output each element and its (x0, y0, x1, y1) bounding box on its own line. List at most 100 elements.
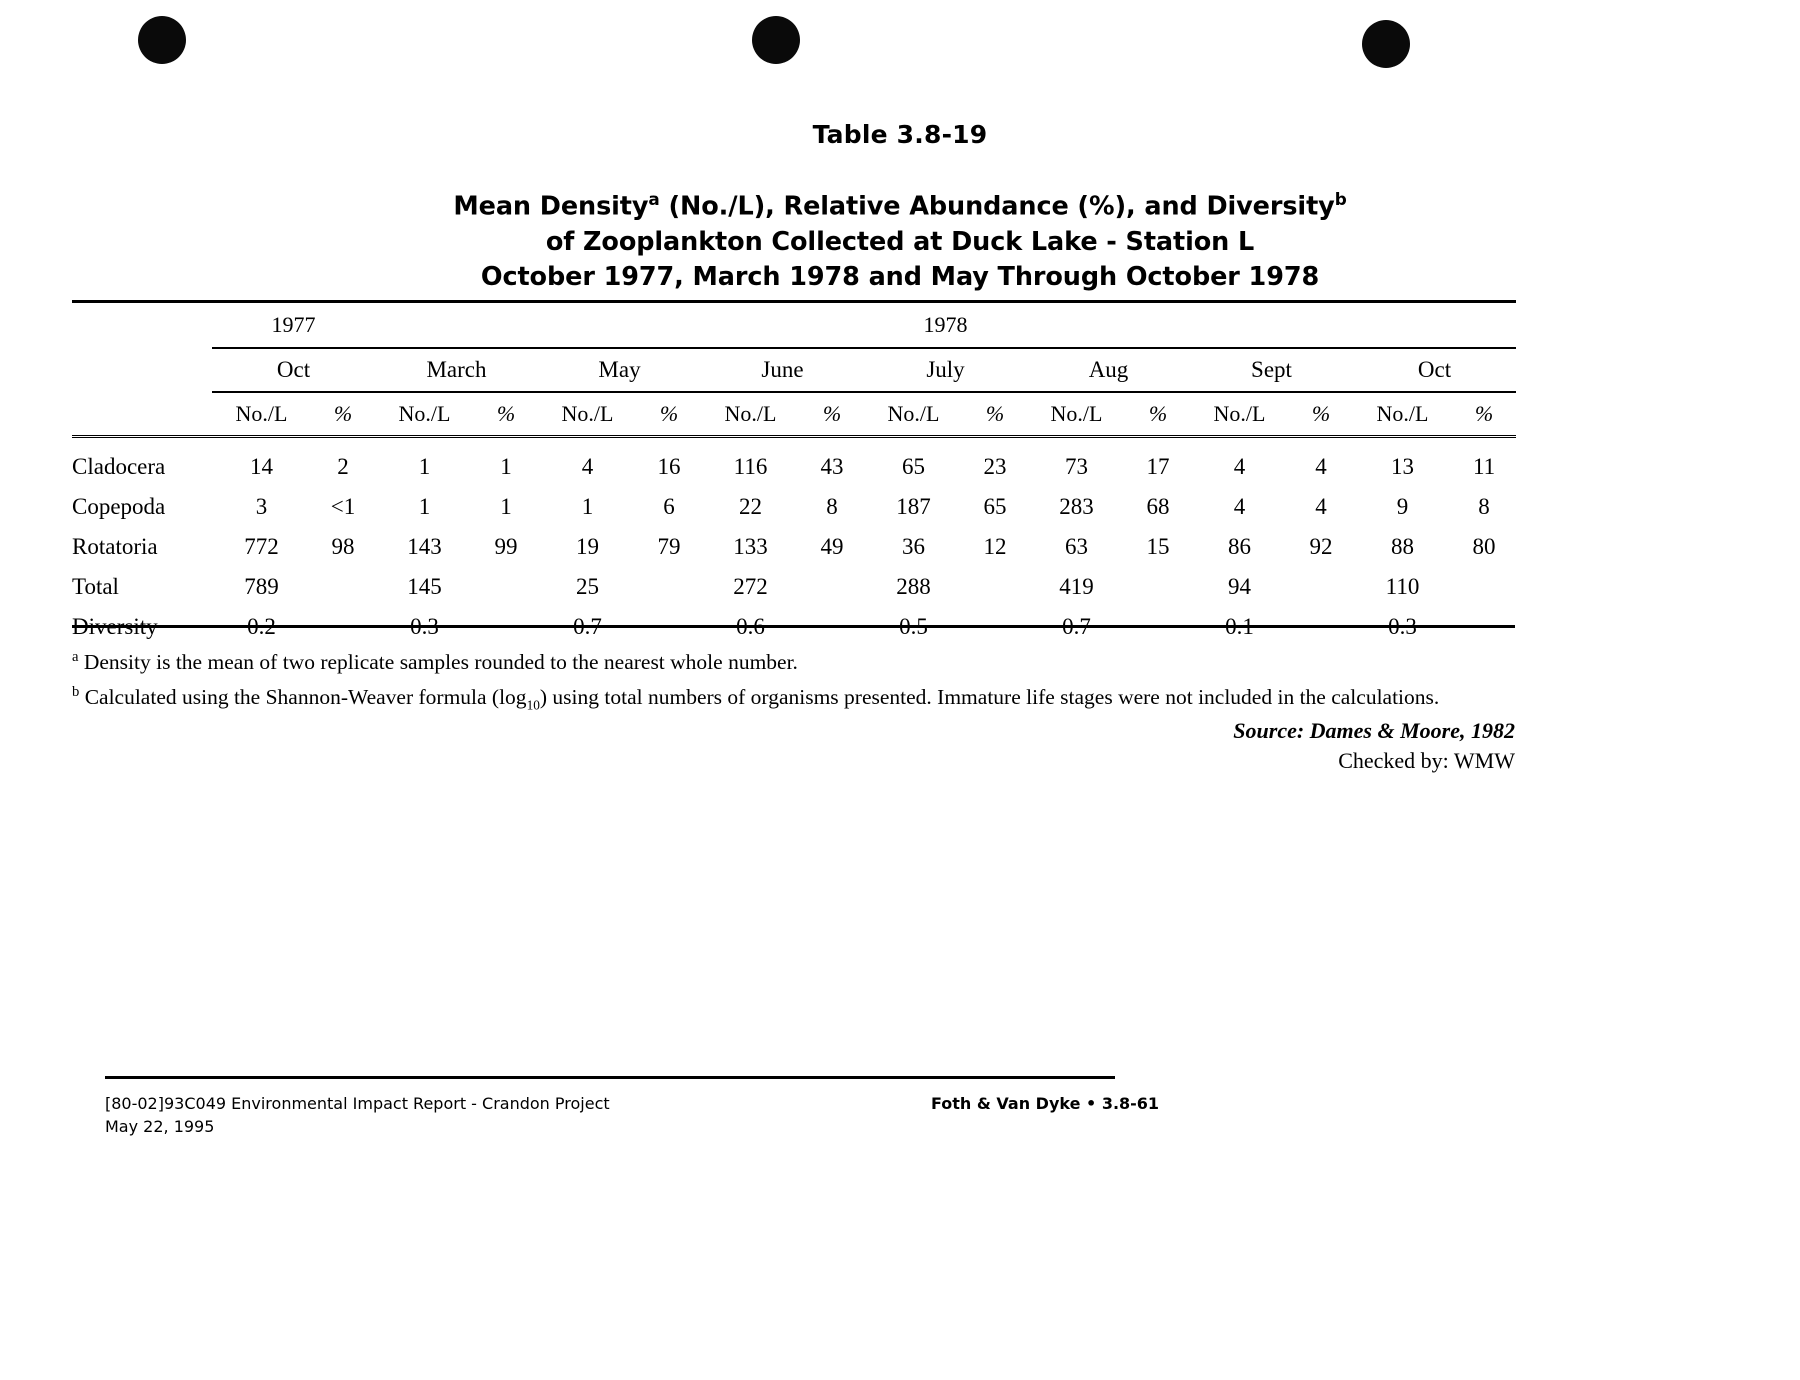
title-line-1-post: (No./L), Relative Abundance (%), and Div… (659, 191, 1335, 222)
cell-copepoda-sept-percent: 4 (1315, 494, 1327, 519)
cell-rotatoria-aug-percent: 15 (1146, 534, 1170, 559)
cell-cladocera-may-density: 4 (581, 454, 594, 479)
checked-by-line: Checked by: WMW (1338, 748, 1515, 773)
footnote-b-subscript: 10 (526, 697, 540, 713)
unit-header-density-sept: No./L (1190, 392, 1289, 438)
unit-header-density-july: No./L (864, 392, 963, 438)
table-body: Cladocera 14 2 1 1 4 16 116 43 65 23 73 17 4 4 13 11 Cope… (72, 437, 1516, 648)
title-line-1: Mean Densitya (No./L), Relative Abundanc… (0, 182, 1800, 225)
footnote-a: a Density is the mean of two replicate s… (72, 642, 1532, 677)
punch-hole-left (138, 16, 186, 64)
year-header-1978: 1978 (375, 300, 1517, 349)
footnote-marker-a: a (648, 189, 660, 209)
cell-cladocera-oct-density: 14 (250, 454, 273, 479)
footer-report-id: [80-02]93C049 Environmental Impact Repor… (105, 1094, 610, 1113)
cell-rotatoria-oct-density: 88 (1391, 534, 1414, 559)
cell-rotatoria-march-density: 143 (407, 534, 442, 559)
cell-copepoda-march-density: 1 (418, 494, 431, 519)
cell-total-may-density: 25 (576, 574, 599, 599)
month-header-oct: Oct (1353, 348, 1517, 393)
footnote-b-marker: b (72, 684, 80, 701)
cell-copepoda-oct-density: 9 (1396, 494, 1409, 519)
row-label-rotatoria: Rotatoria (72, 534, 158, 559)
footnote-b-text-post: ) using total numbers of organisms prese… (539, 685, 1440, 710)
month-header-may: May (538, 348, 701, 393)
table-spacer-cell (72, 437, 1516, 448)
cell-cladocera-oct-percent: 11 (1472, 454, 1496, 479)
month-header-march: March (375, 348, 538, 393)
cell-total-may-percent (637, 567, 701, 607)
cell-cladocera-sept-percent: 4 (1315, 454, 1327, 479)
cell-cladocera-march-percent: 1 (500, 454, 512, 479)
data-table-container: 1977 1978 Oct March May June July Aug Sept Oct N… (72, 300, 1517, 648)
header-row-months: Oct March May June July Aug Sept Oct (72, 348, 1517, 393)
year-header-1977: 1977 (212, 300, 375, 349)
table-row: Cladocera 14 2 1 1 4 16 116 43 65 23 73 17 4 4 13 11 (72, 447, 1516, 487)
cell-total-oct-percent (1452, 567, 1516, 607)
unit-header-percent-oct: % (311, 392, 375, 438)
cell-copepoda-march-percent: 1 (500, 494, 512, 519)
footnote-a-marker: a (72, 649, 79, 665)
footer-page-number: Foth & Van Dyke • 3.8-61 (931, 1094, 1160, 1113)
unit-header-density-oct: No./L (1353, 392, 1452, 438)
cell-cladocera-june-percent: 43 (820, 454, 844, 479)
header-row-units: No./L% No./L% No./L% No./L% No./L% No./L% No./… (72, 392, 1517, 438)
cell-copepoda-oct-density: 3 (255, 494, 268, 519)
cell-rotatoria-june-density: 133 (733, 534, 768, 559)
cell-total-june-percent (800, 567, 864, 607)
footer-date: May 22, 1995 (105, 1117, 215, 1136)
unit-header-density-march: No./L (375, 392, 474, 438)
cell-rotatoria-oct-density: 772 (244, 534, 279, 559)
zooplankton-data-table: 1977 1978 Oct March May June July Aug Sept Oct N… (72, 300, 1517, 648)
cell-cladocera-aug-density: 73 (1065, 454, 1088, 479)
cell-total-july-density: 288 (896, 574, 931, 599)
year-row-corner (72, 300, 212, 348)
month-header-oct: Oct (212, 348, 375, 393)
punch-hole-center (752, 16, 800, 64)
cell-total-july-percent (963, 567, 1027, 607)
footnotes: a Density is the mean of two replicate s… (72, 642, 1532, 721)
cell-rotatoria-oct-percent: 98 (331, 534, 355, 559)
cell-copepoda-july-density: 187 (896, 494, 931, 519)
cell-copepoda-july-percent: 65 (983, 494, 1007, 519)
cell-total-oct-density: 789 (244, 574, 279, 599)
cell-total-march-percent (474, 567, 538, 607)
month-header-aug: Aug (1027, 348, 1190, 393)
cell-total-june-density: 272 (733, 574, 768, 599)
table-row: Copepoda 3 <1 1 1 1 6 22 8 187 65 283 68 4 4 9 8 (72, 487, 1516, 527)
cell-rotatoria-may-density: 19 (576, 534, 599, 559)
month-header-sept: Sept (1190, 348, 1353, 393)
unit-header-percent-july: % (963, 392, 1027, 438)
cell-total-oct-percent (311, 567, 375, 607)
cell-rotatoria-march-percent: 99 (494, 534, 518, 559)
month-row-corner (72, 348, 212, 392)
cell-rotatoria-oct-percent: 80 (1472, 534, 1496, 559)
unit-header-density-oct: No./L (212, 392, 311, 438)
unit-row-corner (72, 392, 212, 438)
unit-header-density-aug: No./L (1027, 392, 1126, 438)
cell-cladocera-oct-percent: 2 (337, 454, 349, 479)
table-bottom-rule (72, 625, 1515, 628)
footnote-a-text: Density is the mean of two replicate sam… (78, 650, 798, 675)
cell-total-aug-percent (1126, 567, 1190, 607)
cell-copepoda-may-percent: 6 (663, 494, 675, 519)
cell-cladocera-oct-density: 13 (1391, 454, 1414, 479)
cell-total-oct-density: 110 (1385, 574, 1420, 599)
cell-copepoda-sept-density: 4 (1233, 494, 1246, 519)
footer-rule (105, 1076, 1115, 1079)
cell-rotatoria-june-percent: 49 (820, 534, 844, 559)
unit-header-percent-sept: % (1289, 392, 1353, 438)
cell-total-aug-density: 419 (1059, 574, 1094, 599)
cell-total-sept-density: 94 (1228, 574, 1251, 599)
title-line-2: of Zooplankton Collected at Duck Lake - … (545, 226, 1255, 257)
cell-cladocera-aug-percent: 17 (1146, 454, 1170, 479)
cell-rotatoria-july-density: 36 (902, 534, 925, 559)
cell-copepoda-may-density: 1 (581, 494, 594, 519)
cell-copepoda-june-percent: 8 (826, 494, 838, 519)
cell-cladocera-may-percent: 16 (657, 454, 681, 479)
unit-header-percent-aug: % (1126, 392, 1190, 438)
unit-header-percent-june: % (800, 392, 864, 438)
table-head: 1977 1978 Oct March May June July Aug Sept Oct N… (72, 300, 1517, 438)
month-header-june: June (701, 348, 864, 393)
cell-rotatoria-sept-percent: 92 (1309, 534, 1333, 559)
